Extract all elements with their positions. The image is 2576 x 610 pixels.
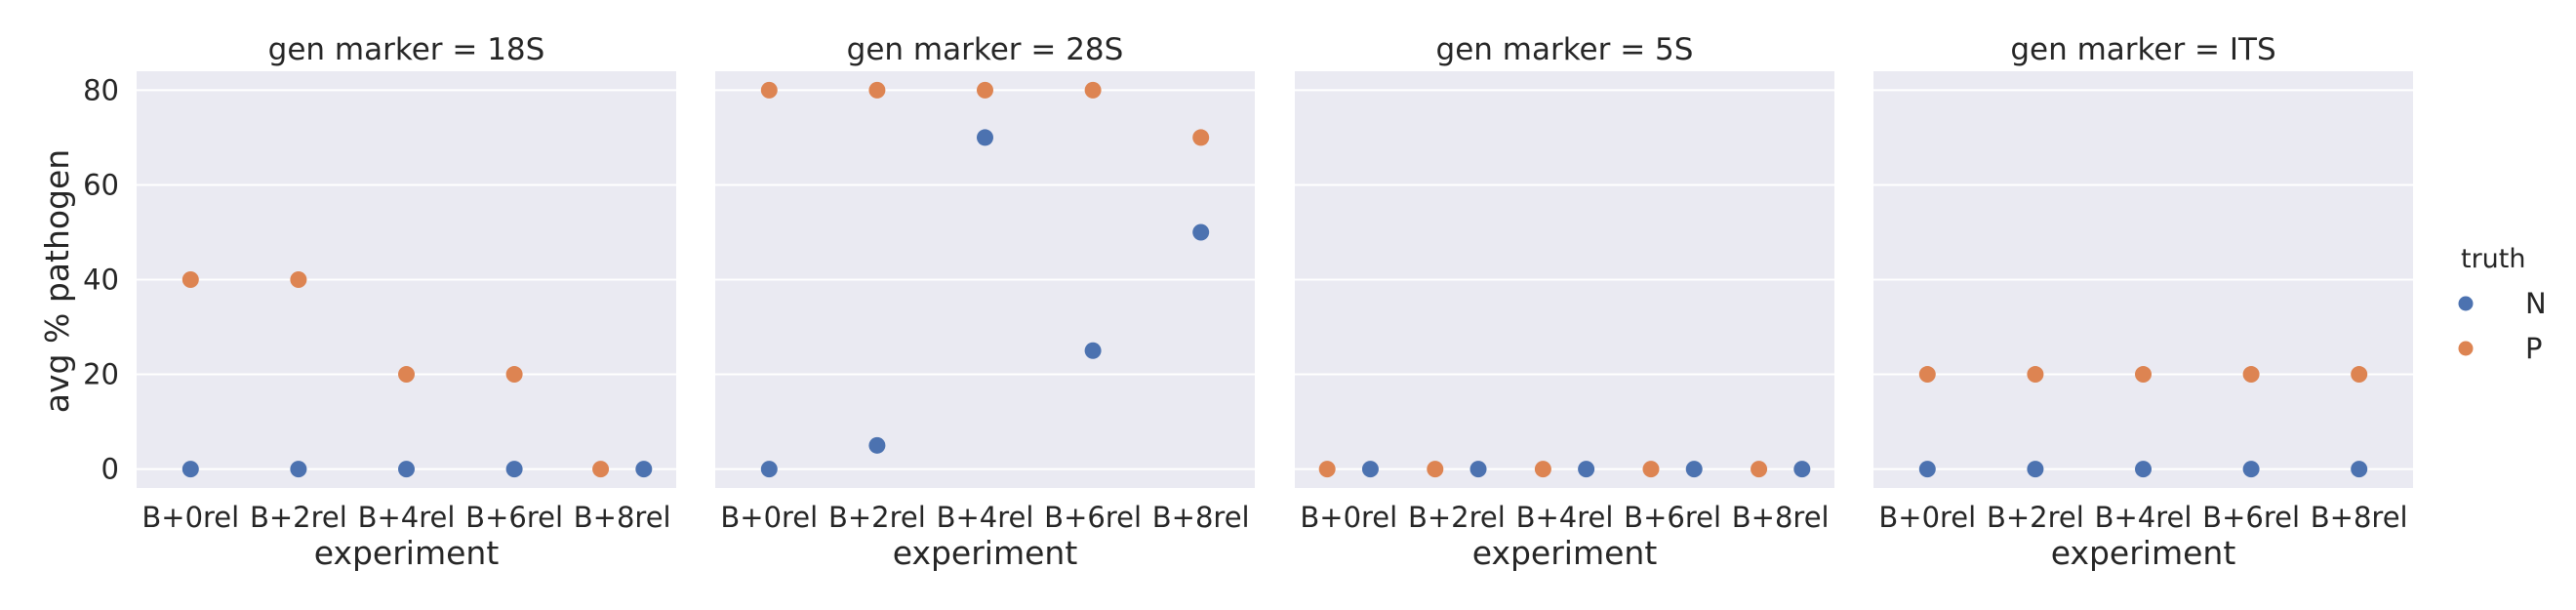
point-p	[760, 81, 778, 99]
facet-title: gen marker = 5S	[1436, 32, 1694, 67]
point-p	[592, 461, 610, 478]
legend-title: truth	[2461, 244, 2526, 274]
point-n	[398, 461, 415, 478]
point-p	[2242, 366, 2260, 384]
facet-title: gen marker = ITS	[2010, 32, 2275, 67]
y-tick-label: 60	[83, 168, 119, 201]
x-tick-label: B+6rel	[1044, 501, 1142, 534]
x-tick-label: B+4rel	[2095, 501, 2193, 534]
x-tick-label: B+6rel	[1624, 501, 1721, 534]
x-tick-label: B+2rel	[250, 501, 347, 534]
point-n	[1084, 342, 1102, 359]
point-p	[505, 366, 523, 384]
x-tick-label: B+6rel	[2202, 501, 2300, 534]
point-n	[1469, 461, 1487, 478]
point-p	[868, 81, 886, 99]
facet-panel-5s: gen marker = 5S B+0rel B+2rel B+4rel B+6rel B…	[1295, 32, 1834, 572]
x-tick-label: B+2rel	[1987, 501, 2084, 534]
y-axis-label: avg % pathogen	[38, 149, 76, 413]
point-n	[868, 436, 886, 454]
y-tick-label: 20	[83, 358, 119, 391]
point-n	[1361, 461, 1379, 478]
y-axis: avg % pathogen	[38, 149, 76, 413]
x-tick-label: B+8rel	[2311, 501, 2408, 534]
x-tick-label: B+2rel	[1408, 501, 1506, 534]
point-n	[1918, 461, 1936, 478]
legend: truth NP	[2458, 244, 2547, 365]
point-n	[2242, 461, 2260, 478]
y-tick-label: 0	[101, 453, 119, 486]
facet-title: gen marker = 18S	[268, 32, 545, 67]
x-axis-label: experiment	[2051, 534, 2236, 572]
point-p	[290, 271, 307, 288]
facet-title: gen marker = 28S	[847, 32, 1124, 67]
point-n	[2135, 461, 2152, 478]
facet-panels: 0 20 40 60 80 gen marker = 18S B+0rel B+2rel B+4…	[83, 32, 2413, 572]
point-p	[1918, 366, 1936, 384]
point-n	[181, 461, 199, 478]
legend-marker	[2458, 341, 2474, 356]
x-axis-label: experiment	[893, 534, 1078, 572]
point-n	[1793, 461, 1811, 478]
point-n	[505, 461, 523, 478]
x-tick-label: B+0rel	[141, 501, 239, 534]
point-p	[977, 81, 993, 99]
x-tick-label: B+8rel	[574, 501, 671, 534]
x-tick-label: B+0rel	[720, 501, 818, 534]
x-tick-label: B+2rel	[828, 501, 926, 534]
point-p	[2135, 366, 2152, 384]
point-p	[2027, 366, 2044, 384]
point-p	[1084, 81, 1102, 99]
point-n	[977, 129, 993, 146]
point-p	[1318, 461, 1336, 478]
x-tick-label: B+4rel	[358, 501, 456, 534]
point-n	[1192, 224, 1210, 241]
legend-label: P	[2525, 332, 2543, 365]
x-tick-label: B+8rel	[1732, 501, 1830, 534]
legend-marker	[2458, 296, 2474, 311]
point-p	[1642, 461, 1660, 478]
point-n	[290, 461, 307, 478]
x-tick-label: B+8rel	[1152, 501, 1250, 534]
point-p	[181, 271, 199, 288]
y-tick-label: 80	[83, 73, 119, 106]
x-tick-label: B+4rel	[937, 501, 1034, 534]
y-tick-label: 40	[83, 264, 119, 297]
point-n	[2027, 461, 2044, 478]
x-tick-label: B+4rel	[1516, 501, 1614, 534]
legend-label: N	[2525, 287, 2547, 320]
point-p	[1751, 461, 1768, 478]
x-tick-label: B+0rel	[1300, 501, 1397, 534]
point-n	[635, 461, 653, 478]
x-tick-label: B+0rel	[1878, 501, 1976, 534]
legend-entry-n: N	[2458, 287, 2547, 320]
point-p	[1192, 129, 1210, 146]
point-p	[1534, 461, 1551, 478]
facet-panel-its: gen marker = ITS B+0rel B+2rel B+4rel B+6rel…	[1873, 32, 2413, 572]
point-p	[398, 366, 415, 384]
facet-panel-28s: gen marker = 28S B+0rel B+2rel B+4rel B+6rel…	[715, 32, 1255, 572]
point-n	[2351, 461, 2368, 478]
x-axis-label: experiment	[1472, 534, 1658, 572]
point-n	[1685, 461, 1703, 478]
point-n	[1578, 461, 1595, 478]
x-tick-label: B+6rel	[465, 501, 563, 534]
point-p	[1427, 461, 1444, 478]
x-axis-label: experiment	[314, 534, 500, 572]
point-p	[2351, 366, 2368, 384]
facet-panel-18s: 0 20 40 60 80 gen marker = 18S B+0rel B+2rel B+4…	[83, 32, 676, 572]
legend-entry-p: P	[2458, 332, 2543, 365]
point-n	[760, 461, 778, 478]
